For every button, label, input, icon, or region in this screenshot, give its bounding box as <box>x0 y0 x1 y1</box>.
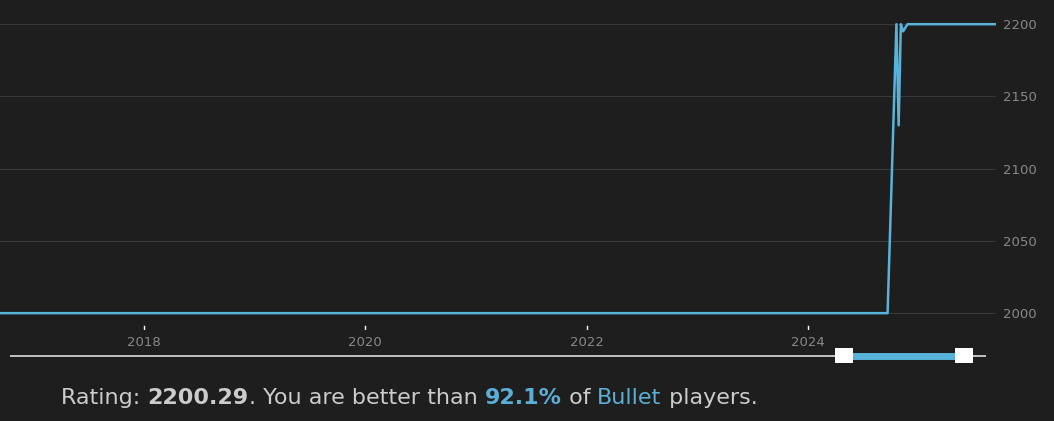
Text: Rating:: Rating: <box>61 388 148 408</box>
Text: players.: players. <box>662 388 757 408</box>
Text: Bullet: Bullet <box>598 388 662 408</box>
FancyBboxPatch shape <box>955 349 973 363</box>
FancyBboxPatch shape <box>835 349 853 363</box>
Text: of: of <box>562 388 598 408</box>
Text: . You are better than: . You are better than <box>249 388 485 408</box>
Text: 2200.29: 2200.29 <box>148 388 249 408</box>
Text: 92.1%: 92.1% <box>485 388 562 408</box>
